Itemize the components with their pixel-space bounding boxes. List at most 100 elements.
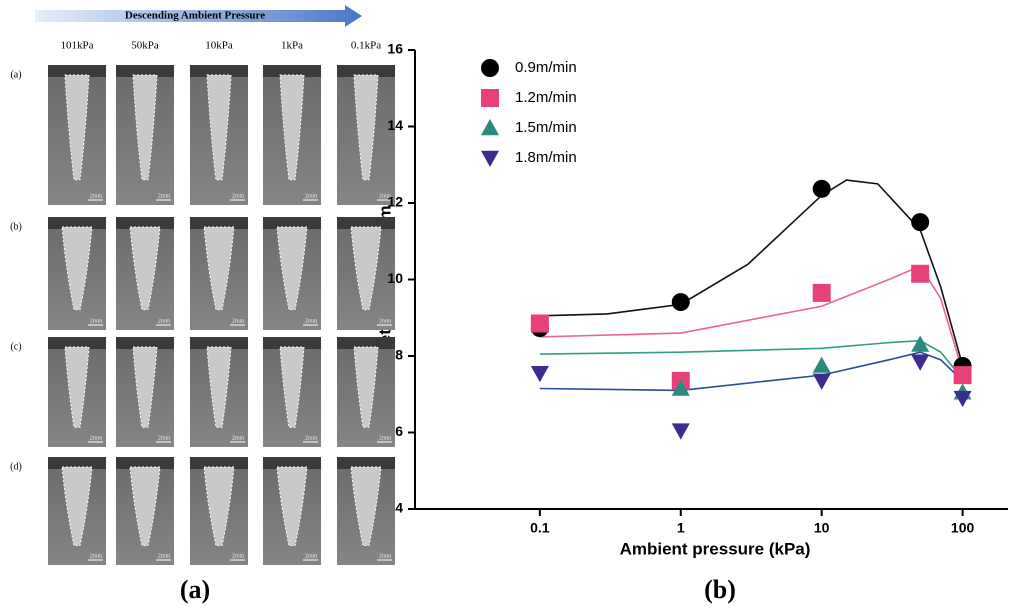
photo-top: [337, 457, 395, 469]
fit-curve: [539, 351, 964, 392]
scale-label: 2mm: [379, 193, 392, 199]
weld-profile: [132, 346, 158, 428]
scale-label: 2mm: [90, 318, 103, 324]
weld-profile: [350, 226, 382, 311]
scale-label: 2mm: [232, 193, 245, 199]
weld-profile: [61, 226, 93, 311]
photo-top: [48, 337, 106, 349]
weld-profile: [350, 466, 382, 547]
photo-top: [190, 457, 248, 469]
y-tick-label: 14: [387, 117, 403, 133]
scale-label: 2mm: [232, 435, 245, 441]
weld-profile: [353, 346, 379, 428]
marker: [953, 366, 972, 385]
scale-label: 2mm: [90, 193, 103, 199]
y-tick-label: 10: [387, 270, 403, 286]
caption-a: (a): [180, 575, 210, 604]
fit-curve: [539, 179, 964, 366]
x-tick-label: 0.1: [530, 520, 550, 536]
x-tick-label: 1: [677, 520, 685, 536]
legend-label: 1.8m/min: [515, 149, 577, 166]
marker: [953, 390, 972, 408]
weld-profile: [129, 466, 161, 547]
photo-top: [263, 457, 321, 469]
y-tick-label: 16: [387, 41, 403, 57]
caption-b: (b): [704, 575, 736, 604]
photo-top: [116, 65, 174, 77]
photo-top: [190, 217, 248, 229]
weld-profile: [64, 346, 90, 428]
fit-curve: [539, 265, 964, 372]
scale-label: 2mm: [158, 553, 171, 559]
scale-label: 2mm: [305, 435, 318, 441]
y-tick-label: 6: [395, 423, 403, 439]
row-label: (a): [10, 69, 21, 80]
row-label: (d): [10, 461, 22, 472]
scale-label: 2mm: [379, 318, 392, 324]
column-label: 50kPa: [131, 40, 159, 52]
photo-top: [337, 217, 395, 229]
photo-top: [263, 217, 321, 229]
marker: [911, 335, 930, 352]
photo-top: [263, 65, 321, 77]
weld-profile: [132, 74, 158, 181]
weld-profile: [129, 226, 161, 311]
legend-marker: [481, 119, 499, 136]
marker: [911, 264, 930, 283]
scale-label: 2mm: [90, 553, 103, 559]
column-label: 101kPa: [61, 40, 94, 52]
scale-label: 2mm: [232, 318, 245, 324]
scale-label: 2mm: [305, 318, 318, 324]
photo-top: [116, 337, 174, 349]
marker: [671, 293, 690, 312]
photo-top: [190, 65, 248, 77]
photo-top: [263, 337, 321, 349]
y-tick-label: 12: [387, 194, 403, 210]
x-tick-label: 10: [814, 520, 830, 536]
weld-profile: [64, 74, 90, 181]
legend-label: 1.5m/min: [515, 119, 577, 136]
weld-profile: [206, 74, 232, 181]
x-tick-label: 100: [951, 520, 975, 536]
marker: [812, 356, 831, 373]
photo-top: [116, 217, 174, 229]
weld-profile: [353, 74, 379, 181]
weld-profile: [276, 226, 308, 311]
marker: [812, 283, 831, 302]
scale-label: 2mm: [158, 193, 171, 199]
legend-label: 1.2m/min: [515, 89, 577, 106]
weld-profile: [203, 466, 235, 547]
weld-profile: [203, 226, 235, 311]
photo-top: [48, 457, 106, 469]
photo-top: [48, 217, 106, 229]
photo-top: [337, 337, 395, 349]
marker: [812, 179, 831, 198]
weld-profile: [206, 346, 232, 428]
legend-marker: [481, 89, 499, 107]
marker: [530, 366, 549, 383]
pressure-arrow: [35, 5, 362, 27]
column-label: 10kPa: [205, 40, 233, 52]
marker: [530, 314, 549, 333]
photo-top: [48, 65, 106, 77]
legend-marker: [481, 150, 499, 167]
photo-top: [337, 65, 395, 77]
marker: [812, 373, 831, 390]
scale-label: 2mm: [379, 553, 392, 559]
column-label: 0.1kPa: [351, 40, 381, 52]
y-tick-label: 4: [395, 500, 403, 516]
legend-label: 0.9m/min: [515, 59, 577, 76]
scale-label: 2mm: [232, 553, 245, 559]
photo-top: [190, 337, 248, 349]
marker: [911, 213, 930, 232]
scale-label: 2mm: [379, 435, 392, 441]
weld-profile: [279, 74, 305, 181]
scale-label: 2mm: [90, 435, 103, 441]
scale-label: 2mm: [305, 193, 318, 199]
scale-label: 2mm: [158, 435, 171, 441]
arrow-title: Descending Ambient Pressure: [125, 10, 265, 22]
fit-curve: [539, 339, 964, 380]
weld-profile: [279, 346, 305, 428]
marker: [911, 354, 930, 371]
